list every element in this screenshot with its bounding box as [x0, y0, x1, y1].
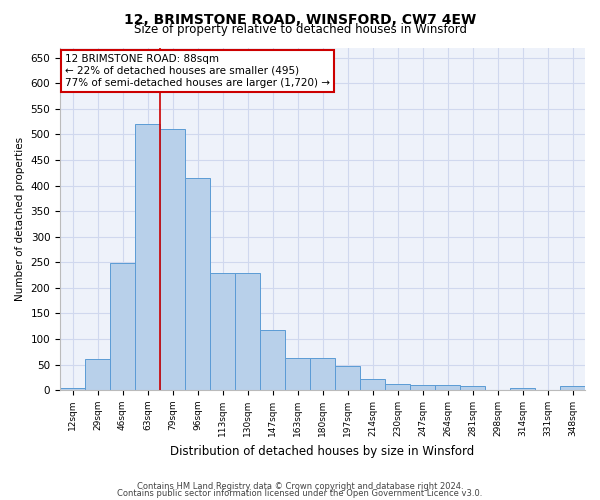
- Bar: [385, 384, 410, 390]
- Bar: [60, 388, 85, 390]
- Bar: [560, 386, 585, 390]
- X-axis label: Distribution of detached houses by size in Winsford: Distribution of detached houses by size …: [170, 444, 475, 458]
- Text: Contains public sector information licensed under the Open Government Licence v3: Contains public sector information licen…: [118, 489, 482, 498]
- Bar: [260, 330, 285, 390]
- Bar: [510, 388, 535, 390]
- Text: 12 BRIMSTONE ROAD: 88sqm
← 22% of detached houses are smaller (495)
77% of semi-: 12 BRIMSTONE ROAD: 88sqm ← 22% of detach…: [65, 54, 330, 88]
- Bar: [435, 386, 460, 390]
- Bar: [235, 274, 260, 390]
- Bar: [85, 360, 110, 390]
- Bar: [460, 386, 485, 390]
- Text: 12, BRIMSTONE ROAD, WINSFORD, CW7 4EW: 12, BRIMSTONE ROAD, WINSFORD, CW7 4EW: [124, 12, 476, 26]
- Text: Contains HM Land Registry data © Crown copyright and database right 2024.: Contains HM Land Registry data © Crown c…: [137, 482, 463, 491]
- Bar: [360, 379, 385, 390]
- Bar: [310, 358, 335, 390]
- Bar: [160, 130, 185, 390]
- Text: Size of property relative to detached houses in Winsford: Size of property relative to detached ho…: [133, 22, 467, 36]
- Bar: [110, 264, 135, 390]
- Bar: [335, 366, 360, 390]
- Bar: [185, 178, 210, 390]
- Bar: [285, 358, 310, 390]
- Y-axis label: Number of detached properties: Number of detached properties: [15, 136, 25, 301]
- Bar: [210, 274, 235, 390]
- Bar: [135, 124, 160, 390]
- Bar: [410, 386, 435, 390]
